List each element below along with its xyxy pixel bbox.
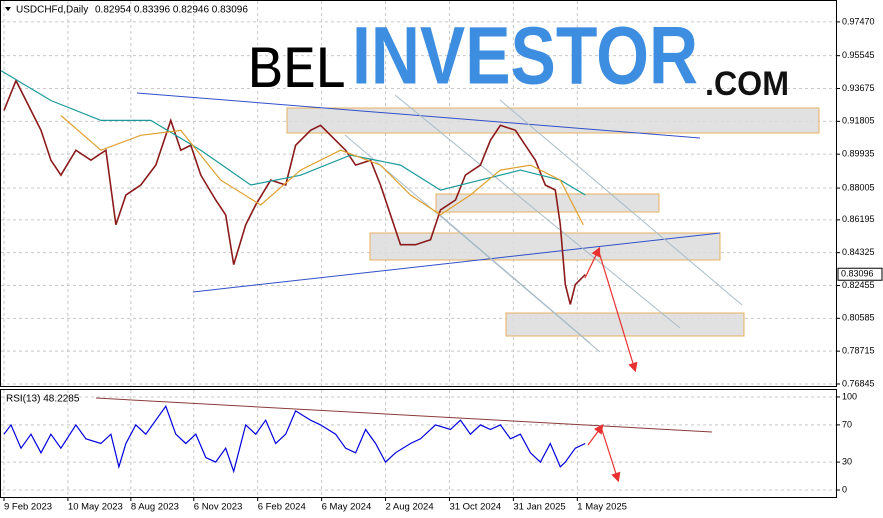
logo-text: BEL — [248, 34, 346, 101]
y-tick-label: 0.97470 — [842, 16, 875, 26]
arrow — [584, 246, 601, 279]
x-tick-label: 10 May 2023 — [68, 502, 123, 513]
channel-line — [394, 94, 681, 329]
series-line — [60, 115, 584, 226]
rsi-trendline — [95, 397, 713, 433]
trendline — [136, 92, 701, 139]
rsi-title: RSI(13) 48.2285 — [6, 394, 80, 405]
price-tag-label: 0.83096 — [841, 269, 874, 279]
arrow — [587, 424, 604, 446]
x-tick-label: 2 Aug 2024 — [386, 502, 434, 513]
x-tick-label: 6 May 2024 — [322, 502, 372, 513]
channel-line — [439, 214, 591, 344]
y-tick-label: 0.91805 — [842, 116, 875, 126]
trendlines — [95, 92, 743, 433]
y-tick-label: 0 — [842, 484, 847, 494]
logo-text: INVESTOR — [352, 11, 698, 102]
series-layer — [0, 70, 586, 474]
x-tick-label: 9 Feb 2023 — [4, 502, 52, 513]
x-tick-label: 6 Nov 2023 — [194, 502, 243, 513]
rsi-panel — [0, 389, 837, 498]
price-tag — [837, 267, 883, 281]
symbol-title: USDCHFd,Daily — [16, 5, 88, 16]
x-tick-label: 31 Jan 2025 — [513, 502, 565, 513]
trendline — [192, 232, 721, 293]
y-tick-label: 0.76845 — [842, 378, 875, 388]
y-tick-label: 0.88005 — [842, 182, 875, 192]
y-tick-label: 0.78715 — [842, 346, 875, 356]
y-tick-label: 0.86195 — [842, 214, 875, 224]
dropdown-icon — [5, 7, 11, 11]
channel-line — [499, 99, 743, 306]
y-tick-label: 0.89935 — [842, 149, 875, 159]
x-tick-label: 6 Feb 2024 — [258, 502, 306, 513]
arrows — [584, 246, 638, 483]
zone — [369, 232, 721, 261]
x-tick-label: 31 Oct 2024 — [449, 502, 501, 513]
x-tick-label: 8 Aug 2023 — [131, 502, 179, 513]
y-tick-label: 100 — [842, 391, 857, 401]
series-line — [3, 405, 586, 474]
y-tick-label: 0.95545 — [842, 50, 875, 60]
y-tick-label: 0.82455 — [842, 280, 875, 290]
arrow — [601, 429, 621, 483]
logo-text: .COM — [705, 65, 789, 103]
series-line — [3, 78, 586, 305]
y-tick-label: 30 — [842, 456, 852, 466]
ohlc-values: 0.82954 0.83396 0.82946 0.83096 — [95, 5, 248, 16]
zone — [505, 312, 745, 337]
y-tick-label: 0.93675 — [842, 83, 875, 93]
series-line — [0, 70, 586, 196]
arrow — [598, 251, 638, 373]
x-tick-label: 1 May 2025 — [577, 502, 627, 513]
y-tick-label: 70 — [842, 419, 852, 429]
y-tick-label: 0.80585 — [842, 313, 875, 323]
y-tick-label: 0.84325 — [842, 247, 875, 257]
zone — [435, 193, 660, 213]
